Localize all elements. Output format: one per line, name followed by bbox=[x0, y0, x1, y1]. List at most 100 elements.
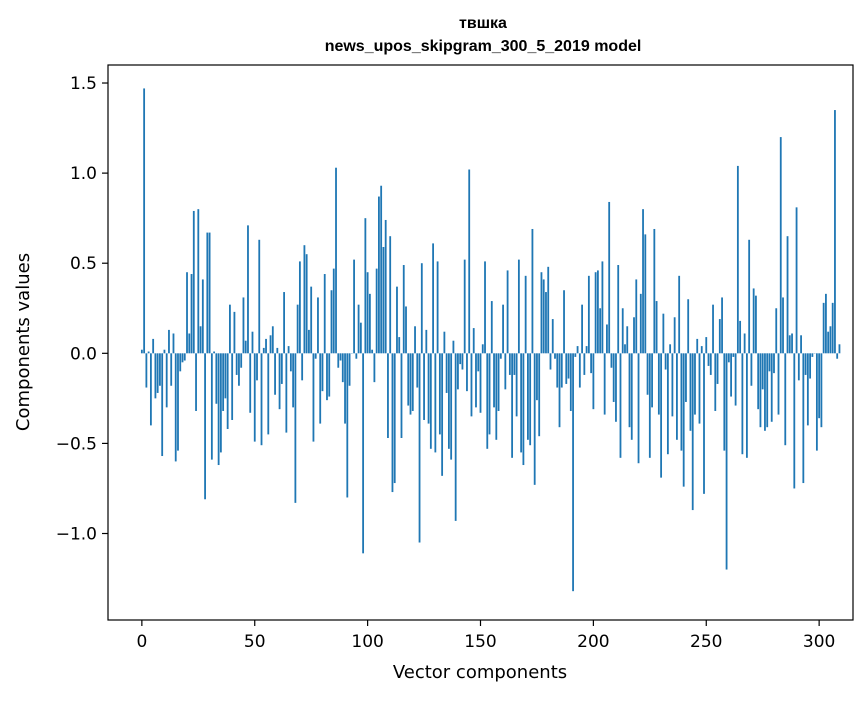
bar-275 bbox=[762, 353, 764, 389]
bar-302 bbox=[823, 303, 825, 353]
bar-186 bbox=[561, 353, 563, 387]
bar-92 bbox=[349, 353, 351, 385]
bar-292 bbox=[800, 335, 802, 353]
bar-10 bbox=[164, 350, 166, 354]
bar-253 bbox=[712, 305, 714, 354]
bar-148 bbox=[475, 353, 477, 407]
bar-17 bbox=[179, 353, 181, 371]
bar-217 bbox=[631, 353, 633, 439]
bar-242 bbox=[687, 299, 689, 353]
bar-76 bbox=[313, 353, 315, 441]
bar-307 bbox=[834, 110, 836, 353]
bar-35 bbox=[220, 353, 222, 452]
bar-291 bbox=[798, 353, 800, 380]
bar-284 bbox=[782, 297, 784, 353]
bar-112 bbox=[394, 353, 396, 483]
bar-197 bbox=[586, 346, 588, 353]
bar-113 bbox=[396, 287, 398, 354]
bar-239 bbox=[681, 353, 683, 450]
chart-title-line2: news_upos_skipgram_300_5_2019 model bbox=[325, 38, 642, 55]
x-tick-label: 100 bbox=[351, 632, 383, 652]
bar-215 bbox=[626, 326, 628, 353]
bar-156 bbox=[493, 353, 495, 407]
bar-4 bbox=[150, 353, 152, 425]
bar-191 bbox=[572, 353, 574, 591]
bar-99 bbox=[364, 218, 366, 353]
bar-73 bbox=[306, 254, 308, 353]
bar-121 bbox=[414, 326, 416, 353]
bar-265 bbox=[739, 321, 741, 353]
bar-161 bbox=[504, 353, 506, 389]
bar-308 bbox=[836, 353, 838, 358]
bar-141 bbox=[459, 353, 461, 364]
bar-79 bbox=[319, 353, 321, 423]
bar-67 bbox=[292, 353, 294, 407]
bar-11 bbox=[166, 353, 168, 407]
bar-268 bbox=[746, 353, 748, 458]
bar-288 bbox=[791, 333, 793, 353]
bar-87 bbox=[337, 353, 339, 367]
bar-8 bbox=[159, 353, 161, 385]
bar-44 bbox=[240, 353, 242, 367]
bar-130 bbox=[434, 353, 436, 452]
bar-175 bbox=[536, 353, 538, 400]
bar-225 bbox=[649, 353, 651, 458]
bar-104 bbox=[376, 269, 378, 354]
bar-285 bbox=[784, 353, 786, 445]
bar-115 bbox=[401, 353, 403, 438]
bar-306 bbox=[832, 303, 834, 353]
bar-82 bbox=[326, 353, 328, 400]
bar-64 bbox=[285, 353, 287, 432]
bar-2 bbox=[145, 353, 147, 387]
bar-111 bbox=[392, 353, 394, 492]
bar-283 bbox=[780, 137, 782, 353]
bar-123 bbox=[419, 353, 421, 542]
bar-274 bbox=[760, 353, 762, 427]
bar-36 bbox=[222, 353, 224, 411]
bar-55 bbox=[265, 339, 267, 353]
bar-62 bbox=[281, 353, 283, 384]
bar-83 bbox=[328, 353, 330, 396]
bar-208 bbox=[611, 353, 613, 367]
bar-106 bbox=[380, 186, 382, 354]
bar-9 bbox=[161, 353, 163, 456]
bar-221 bbox=[640, 294, 642, 353]
bar-139 bbox=[455, 353, 457, 521]
bar-7 bbox=[157, 353, 159, 393]
bar-65 bbox=[288, 346, 290, 353]
bar-133 bbox=[441, 353, 443, 476]
bar-238 bbox=[678, 276, 680, 353]
bar-272 bbox=[755, 296, 757, 354]
bar-136 bbox=[448, 353, 450, 449]
bar-3 bbox=[148, 352, 150, 354]
bar-26 bbox=[200, 326, 202, 353]
bar-155 bbox=[491, 301, 493, 353]
bar-199 bbox=[590, 353, 592, 373]
bar-102 bbox=[371, 350, 373, 354]
bar-30 bbox=[209, 233, 211, 354]
x-tick-label: 250 bbox=[690, 632, 722, 652]
bar-118 bbox=[407, 353, 409, 405]
bar-234 bbox=[669, 344, 671, 353]
bar-126 bbox=[425, 330, 427, 353]
bar-91 bbox=[346, 353, 348, 497]
bar-124 bbox=[421, 263, 423, 353]
y-tick-label: −0.5 bbox=[56, 434, 97, 454]
bar-206 bbox=[606, 324, 608, 353]
bar-13 bbox=[170, 353, 172, 385]
bar-262 bbox=[732, 353, 734, 357]
bar-180 bbox=[547, 267, 549, 353]
bar-27 bbox=[202, 279, 204, 353]
chart-title-line1: твшка bbox=[459, 15, 507, 32]
bar-248 bbox=[701, 346, 703, 353]
bar-286 bbox=[787, 236, 789, 353]
bar-28 bbox=[204, 353, 206, 499]
bar-184 bbox=[556, 353, 558, 387]
bar-182 bbox=[552, 319, 554, 353]
bar-287 bbox=[789, 335, 791, 353]
bar-84 bbox=[331, 290, 333, 353]
bar-212 bbox=[620, 353, 622, 458]
bar-187 bbox=[563, 290, 565, 353]
bar-237 bbox=[676, 353, 678, 439]
